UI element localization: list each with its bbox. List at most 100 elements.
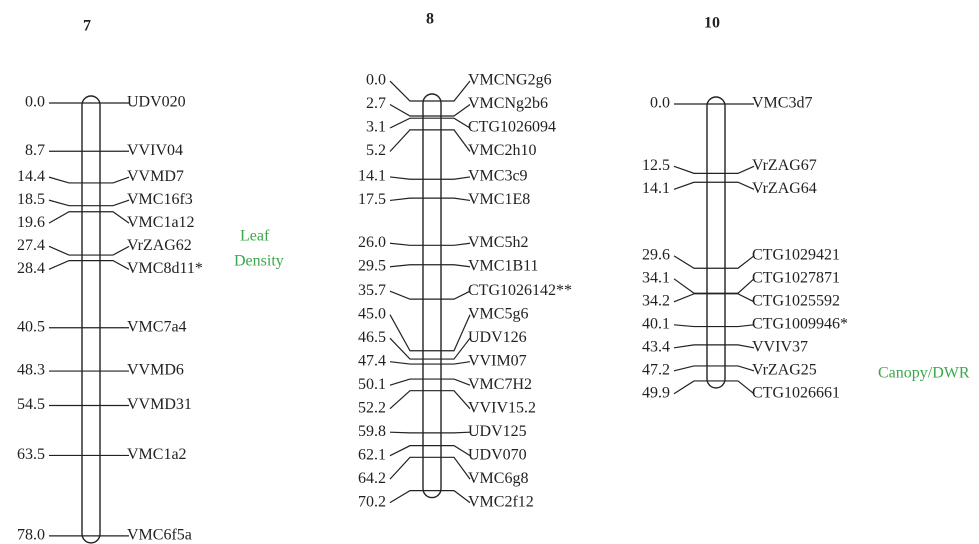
connector bbox=[441, 390, 471, 410]
connector bbox=[389, 456, 423, 480]
marker-name: CTG1026142** bbox=[468, 282, 572, 299]
marker-position: 63.5 bbox=[17, 446, 45, 463]
connector bbox=[441, 378, 471, 386]
connector bbox=[389, 290, 423, 300]
marker-name: VrZAG64 bbox=[752, 180, 817, 197]
connector bbox=[100, 260, 130, 270]
marker-position: 5.2 bbox=[366, 142, 386, 159]
chromosome-name: 10 bbox=[704, 15, 720, 32]
marker-name: VMC2f12 bbox=[468, 493, 534, 510]
marker-position: 64.2 bbox=[358, 470, 386, 487]
connector bbox=[389, 445, 423, 457]
connector bbox=[725, 344, 755, 349]
marker-position: 47.4 bbox=[358, 352, 386, 369]
marker-position: 49.9 bbox=[642, 384, 670, 401]
marker-position: 34.1 bbox=[642, 269, 670, 286]
chromosome: 8 0.0 VMCNG2g6 2.7 VMCNg2b6 3.1 CTG1026094 5.2 V… bbox=[358, 11, 572, 511]
marker-position: 0.0 bbox=[366, 72, 386, 89]
marker-name: VVMD7 bbox=[127, 168, 184, 185]
qtl-label: Leaf bbox=[240, 228, 270, 245]
marker-name: CTG1026661 bbox=[752, 384, 840, 401]
connector bbox=[441, 290, 471, 300]
marker-position: 27.4 bbox=[17, 237, 45, 254]
marker-name: VMC5h2 bbox=[468, 234, 528, 251]
connector bbox=[389, 390, 423, 410]
chromosome-bar bbox=[81, 95, 101, 544]
marker-position: 59.8 bbox=[358, 423, 386, 440]
marker-name: VMC1a2 bbox=[127, 446, 187, 463]
marker-position: 14.1 bbox=[358, 168, 386, 185]
connector bbox=[725, 165, 755, 174]
chromosome-bar bbox=[706, 96, 726, 389]
connector bbox=[441, 197, 471, 202]
connector bbox=[389, 361, 423, 365]
marker-name: VMC6f5a bbox=[127, 527, 192, 544]
marker-name: VMC7a4 bbox=[127, 318, 187, 335]
connector bbox=[725, 278, 755, 294]
connector bbox=[441, 129, 471, 152]
connector bbox=[48, 245, 82, 256]
marker-name: UDV070 bbox=[468, 446, 527, 463]
marker-position: 70.2 bbox=[358, 493, 386, 510]
marker-name: VVIV15.2 bbox=[468, 399, 536, 416]
connector bbox=[441, 456, 471, 480]
connector bbox=[441, 80, 471, 102]
connector bbox=[100, 245, 130, 256]
connector bbox=[48, 260, 82, 270]
marker-name: VMC5g6 bbox=[468, 305, 528, 322]
marker-position: 29.6 bbox=[642, 247, 670, 264]
connector bbox=[441, 361, 471, 365]
chromosome-bar bbox=[422, 93, 442, 499]
connector bbox=[725, 380, 755, 395]
qtl-label: Canopy/DWR bbox=[878, 365, 970, 382]
marker-position: 18.5 bbox=[17, 191, 45, 208]
marker-name: VMC8d11* bbox=[127, 260, 203, 277]
marker-name: VMCNG2g6 bbox=[468, 72, 552, 89]
marker-name: VVMD6 bbox=[127, 362, 184, 379]
connector bbox=[389, 264, 423, 268]
chromosome: 10 0.0 VMC3d7 12.5 VrZAG67 14.1 VrZAG64 29.6 CTG… bbox=[642, 15, 970, 402]
marker-name: VVIV37 bbox=[752, 338, 808, 355]
marker-name: UDV126 bbox=[468, 329, 527, 346]
connector bbox=[441, 490, 471, 504]
marker-name: VMC7H2 bbox=[468, 376, 532, 393]
marker-position: 3.1 bbox=[366, 119, 386, 136]
marker-position: 28.4 bbox=[17, 260, 45, 277]
connector bbox=[441, 117, 471, 129]
connector bbox=[389, 117, 423, 129]
connector bbox=[673, 380, 707, 395]
connector bbox=[389, 378, 423, 386]
connector bbox=[100, 211, 130, 224]
chromosome-name: 8 bbox=[426, 11, 434, 28]
marker-position: 17.5 bbox=[358, 191, 386, 208]
connector bbox=[441, 337, 471, 360]
marker-position: 45.0 bbox=[358, 305, 386, 322]
marker-name: VMC1a12 bbox=[127, 214, 195, 231]
connector bbox=[100, 199, 130, 207]
connector bbox=[441, 445, 471, 457]
marker-name: VrZAG67 bbox=[752, 157, 817, 174]
marker-position: 40.5 bbox=[17, 318, 45, 335]
marker-name: CTG1027871 bbox=[752, 269, 840, 286]
connector bbox=[441, 104, 471, 117]
marker-name: VMC1B11 bbox=[468, 257, 539, 274]
marker-name: VMC6g8 bbox=[468, 470, 528, 487]
marker-name: VVIM07 bbox=[468, 352, 527, 369]
marker-position: 48.3 bbox=[17, 362, 45, 379]
marker-position: 52.2 bbox=[358, 399, 386, 416]
connector bbox=[441, 314, 471, 352]
marker-position: 2.7 bbox=[366, 95, 386, 112]
marker-position: 26.0 bbox=[358, 234, 386, 251]
marker-position: 0.0 bbox=[25, 94, 45, 111]
connector bbox=[389, 314, 423, 352]
connector bbox=[389, 80, 423, 102]
marker-position: 29.5 bbox=[358, 257, 386, 274]
marker-name: VMC3d7 bbox=[752, 95, 812, 112]
connector bbox=[725, 324, 755, 328]
connector bbox=[389, 103, 423, 117]
marker-position: 50.1 bbox=[358, 376, 386, 393]
marker-position: 0.0 bbox=[650, 95, 670, 112]
connector bbox=[725, 293, 755, 303]
connector bbox=[389, 490, 423, 504]
